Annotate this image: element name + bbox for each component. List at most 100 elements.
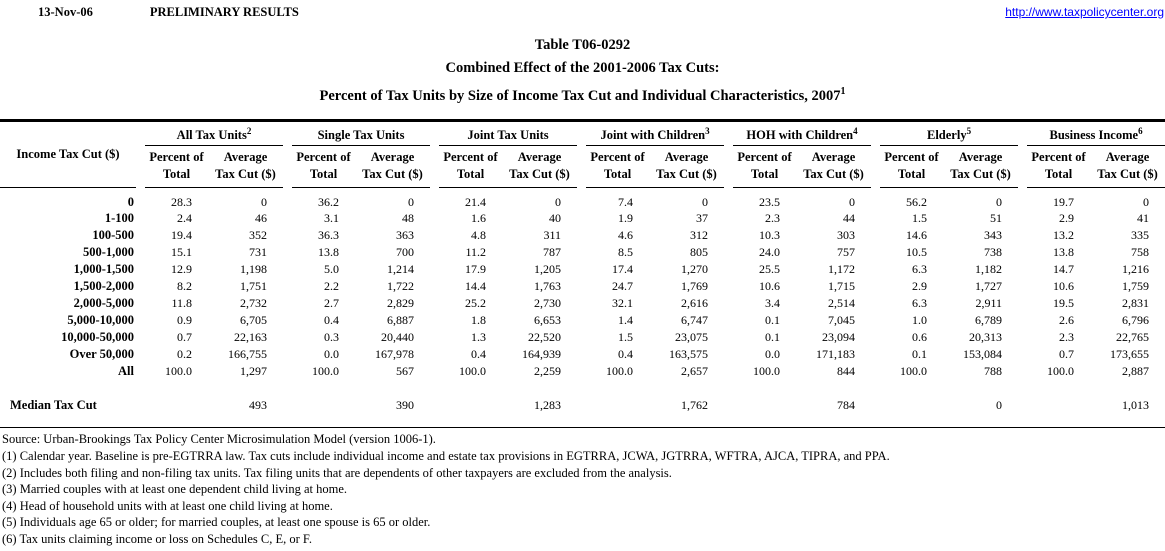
subheader-percent-group-3: Percent of Total	[586, 145, 650, 189]
average-tax-cut-cell: 166,755	[228, 347, 268, 362]
cell-spacer	[724, 261, 733, 278]
average-tax-cut-cell: 2,911	[975, 296, 1003, 311]
cell-spacer	[871, 188, 880, 211]
footnote-line: (5) Individuals age 65 or older; for mar…	[2, 515, 431, 530]
average-tax-cut-cell: 757	[837, 245, 856, 260]
cell-spacer	[283, 188, 292, 211]
average-tax-cut-cell: 20,440	[381, 330, 415, 345]
percent-of-total-cell: 32.1	[612, 296, 634, 311]
average-tax-cut-cell: 1,722	[387, 279, 415, 294]
title-line2: Combined Effect of the 2001-2006 Tax Cut…	[445, 60, 720, 76]
average-tax-cut-cell: 2,616	[681, 296, 709, 311]
cell-spacer	[283, 244, 292, 261]
average-tax-cut-cell: 171,183	[816, 347, 856, 362]
percent-of-total-cell: 1.6	[471, 211, 487, 226]
subheader-average-group-6: Average Tax Cut ($)	[1090, 145, 1165, 189]
percent-of-total-cell: 13.2	[1053, 228, 1075, 243]
percent-of-total-cell: 8.2	[177, 279, 192, 294]
cell-spacer	[136, 363, 145, 380]
percent-of-total-cell: 10.5	[906, 245, 928, 260]
cell-spacer	[577, 261, 586, 278]
cell-spacer	[136, 329, 145, 346]
column-spacer	[136, 122, 145, 188]
percent-of-total-cell: 100.0	[606, 364, 634, 379]
average-tax-cut-cell: 2,514	[828, 296, 856, 311]
median-empty-cell	[586, 398, 649, 420]
cell-spacer	[430, 363, 439, 380]
average-tax-cut-cell: 1,172	[828, 262, 856, 277]
percent-of-total-cell: 24.7	[612, 279, 634, 294]
percent-of-total-cell: 1.3	[471, 330, 487, 345]
cell-spacer	[724, 346, 733, 363]
average-tax-cut-cell: 1,214	[387, 262, 415, 277]
average-tax-cut-cell: 787	[543, 245, 562, 260]
percent-of-total-cell: 1.8	[471, 313, 487, 328]
average-tax-cut-cell: 40	[549, 211, 562, 226]
cell-spacer	[871, 346, 880, 363]
average-tax-cut-cell: 343	[984, 228, 1003, 243]
average-tax-cut-cell: 51	[990, 211, 1003, 226]
average-tax-cut-cell: 1,205	[534, 262, 562, 277]
table-number-title: Table T06-0292	[534, 37, 631, 53]
group-header-hoh-with-children: HOH with Children4	[733, 121, 872, 147]
cell-spacer	[871, 329, 880, 346]
median-average-tax-cut-cell: 390	[396, 398, 415, 413]
average-tax-cut-cell: 6,887	[387, 313, 415, 328]
cell-spacer	[1018, 312, 1027, 329]
cell-spacer	[283, 261, 292, 278]
percent-of-total-cell: 0.6	[912, 330, 928, 345]
median-average-tax-cut-cell: 1,013	[1122, 398, 1150, 413]
row-label: 500-1,000	[82, 245, 134, 260]
cell-spacer	[136, 261, 145, 278]
average-tax-cut-cell: 6,653	[534, 313, 562, 328]
footnote-line: (4) Head of household units with at leas…	[2, 498, 333, 513]
percent-of-total-cell: 19.7	[1053, 195, 1075, 210]
average-tax-cut-cell: 1,182	[975, 262, 1003, 277]
percent-of-total-cell: 1.0	[912, 313, 928, 328]
average-tax-cut-cell: 6,789	[975, 313, 1003, 328]
table-row: Over 50,000 0.2 166,755 0.0 167,978 0.4 164,93…	[0, 346, 1165, 363]
footnote-line: (3) Married couples with at least one de…	[2, 482, 348, 497]
percent-of-total-cell: 7.4	[618, 195, 634, 210]
percent-of-total-cell: 0.4	[324, 313, 340, 328]
column-spacer	[430, 122, 439, 188]
percent-of-total-cell: 100.0	[312, 364, 340, 379]
average-tax-cut-cell: 1,297	[240, 364, 268, 379]
percent-of-total-cell: 1.5	[618, 330, 634, 345]
cell-spacer	[871, 312, 880, 329]
average-tax-cut-cell: 303	[837, 228, 856, 243]
cell-spacer	[724, 188, 733, 211]
average-tax-cut-cell: 37	[696, 211, 709, 226]
footnote-line: (2) Includes both filing and non-filing …	[2, 465, 672, 480]
taxpolicycenter-link[interactable]: http://www.taxpolicycenter.org	[1005, 5, 1164, 19]
row-label: 100-500	[92, 228, 134, 243]
percent-of-total-cell: 1.9	[618, 211, 634, 226]
blank-cell	[0, 380, 1165, 398]
cell-spacer	[724, 398, 733, 420]
cell-spacer	[136, 210, 145, 227]
cell-spacer	[1018, 261, 1027, 278]
column-spacer	[577, 122, 586, 188]
title-footnote-marker: 1	[840, 86, 846, 97]
cell-spacer	[577, 188, 586, 211]
percent-of-total-cell: 100.0	[900, 364, 928, 379]
top-bar: 13-Nov-06 PRELIMINARY RESULTS http://www…	[0, 0, 1165, 20]
percent-of-total-cell: 28.3	[171, 195, 192, 210]
percent-of-total-cell: 14.6	[906, 228, 928, 243]
tax-cut-table: Income Tax Cut ($) All Tax Units2 Single T…	[0, 121, 1165, 421]
average-tax-cut-cell: 0	[996, 195, 1003, 210]
cell-spacer	[430, 210, 439, 227]
column-header-income-tax-cut: Income Tax Cut ($)	[0, 121, 136, 189]
cell-spacer	[430, 346, 439, 363]
average-tax-cut-cell: 738	[984, 245, 1003, 260]
average-tax-cut-cell: 1,751	[240, 279, 268, 294]
cell-spacer	[136, 278, 145, 295]
percent-of-total-cell: 0.0	[324, 347, 340, 362]
cell-spacer	[136, 244, 145, 261]
cell-spacer	[430, 295, 439, 312]
footnote-line: Source: Urban-Brookings Tax Policy Cente…	[2, 432, 436, 447]
average-tax-cut-cell: 335	[1131, 228, 1150, 243]
percent-of-total-cell: 10.3	[759, 228, 781, 243]
average-tax-cut-cell: 164,939	[522, 347, 562, 362]
